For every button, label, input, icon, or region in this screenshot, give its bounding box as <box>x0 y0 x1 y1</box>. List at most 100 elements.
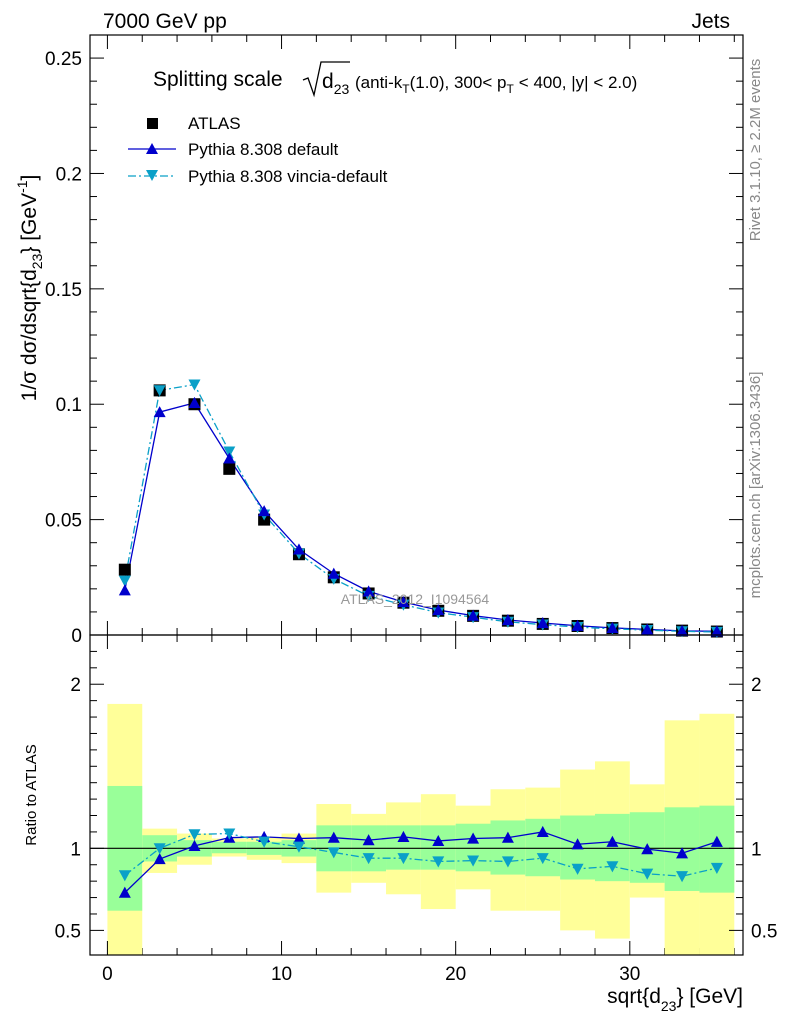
main-point-default <box>606 621 619 633</box>
main-point-default <box>397 596 410 608</box>
main-point-default <box>153 406 166 418</box>
rivet-version-label: Rivet 3.1.10, ≥ 2.2M events <box>747 59 764 242</box>
ratio-y-tick-label-left: 0.5 <box>55 921 81 942</box>
ratio-point-default <box>153 853 166 865</box>
ratio-point-default <box>536 825 549 838</box>
ratio-point-default <box>327 831 340 843</box>
ratio-point-default <box>432 834 445 847</box>
ratio-y-axis-label: Ratio to ATLAS <box>23 744 40 845</box>
x-tick-label: 20 <box>445 964 466 985</box>
main-point-default <box>571 619 584 631</box>
ratio-point-vincia <box>641 868 654 880</box>
chart-title: Splitting scale d23 (anti-kT(1.0), 300< … <box>153 61 637 98</box>
header-energy-label: 7000 GeV pp <box>103 10 227 33</box>
mcplots-label: mcplots.cern.ch [arXiv:1306.3436] <box>747 372 764 599</box>
ratio-point-default <box>118 886 131 898</box>
main-point-default <box>676 624 689 636</box>
ratio-point-default <box>641 843 654 855</box>
main-point-default <box>710 625 723 637</box>
main-point-default <box>118 584 131 596</box>
main-point-default <box>223 452 236 464</box>
main-point-default <box>292 543 305 555</box>
ratio-point-default <box>292 832 305 844</box>
legend-marker-atlas <box>147 118 158 129</box>
header-jets-label: Jets <box>691 10 730 33</box>
ratio-point-vincia <box>292 841 305 853</box>
main-point-vincia <box>188 379 201 391</box>
ratio-point-vincia <box>397 853 410 865</box>
main-line-vincia <box>124 383 717 633</box>
main-point-default <box>327 567 340 579</box>
ratio-point-vincia <box>153 843 166 855</box>
ratio-point-vincia <box>467 855 480 867</box>
ratio-line-default <box>124 831 718 894</box>
svg-text:(anti-kT(1.0), 300< pT< 400, |: (anti-kT(1.0), 300< pT < 400, |y| < 2.0) <box>355 73 637 96</box>
ratio-point-default <box>467 832 480 844</box>
ratio-point-vincia <box>223 828 236 840</box>
x-tick-label: 10 <box>271 964 292 985</box>
legend-label-vincia: Pythia 8.308 vincia-default <box>188 167 388 186</box>
main-y-tick-label: 0 <box>71 626 82 647</box>
main-point-default <box>188 396 201 408</box>
ratio-panel: 0.5 0.51 12 20 10 20 30 <box>55 35 777 985</box>
ratio-point-default <box>606 835 619 847</box>
ratio-line-vincia <box>124 832 718 877</box>
ratio-y-tick-label-right: 0.5 <box>751 921 777 942</box>
main-point-default <box>432 604 445 616</box>
main-y-tick-label: 0.2 <box>56 164 82 185</box>
main-y-tick-label: 0.05 <box>45 511 82 532</box>
ratio-point-default <box>571 838 584 850</box>
ratio-point-default <box>710 835 723 847</box>
ratio-point-default <box>188 839 201 851</box>
ratio-point-default <box>676 847 689 859</box>
legend: ATLAS Pythia 8.308 default Pythia 8.308 … <box>128 114 388 186</box>
ratio-point-default <box>501 831 514 843</box>
legend-label-atlas: ATLAS <box>188 114 241 133</box>
ratio-point-vincia <box>571 863 584 875</box>
ratio-y-tick-label-left: 2 <box>70 675 81 696</box>
main-point-default <box>536 617 549 629</box>
ratio-y-tick-label-left: 1 <box>70 839 81 860</box>
main-point-default <box>501 614 514 626</box>
ratio-panel-frame <box>89 634 744 956</box>
x-tick-label: 30 <box>619 964 640 985</box>
legend-entry-vincia: Pythia 8.308 vincia-default <box>128 167 388 186</box>
ratio-point-default <box>362 834 375 846</box>
main-point-vincia <box>223 446 236 458</box>
main-point-default <box>362 585 375 597</box>
legend-entry-default: Pythia 8.308 default <box>128 140 339 159</box>
legend-marker-default <box>146 143 158 154</box>
main-y-tick-label: 0.15 <box>45 280 82 301</box>
main-point-atlas <box>118 563 131 576</box>
main-point-atlas <box>223 462 236 475</box>
main-point-default <box>258 505 271 517</box>
ratio-point-vincia <box>327 847 340 859</box>
ratio-band-inner <box>699 805 735 893</box>
legend-entry-atlas: ATLAS <box>147 114 241 133</box>
main-y-tick-label: 0.1 <box>56 395 82 416</box>
ratio-band-inner <box>211 841 247 854</box>
ratio-point-vincia <box>536 853 549 865</box>
ratio-point-vincia <box>710 862 723 875</box>
main-y-tick-label: 0.25 <box>45 49 82 70</box>
svg-text:Splitting scale: Splitting scale <box>153 68 283 91</box>
ratio-point-vincia <box>432 856 445 868</box>
main-distribution-panel: 0 0.05 0.1 0.15 0.2 0.25 <box>45 34 744 955</box>
main-point-default <box>641 623 654 635</box>
ratio-point-vincia <box>501 856 514 868</box>
ratio-point-vincia <box>676 871 689 883</box>
ratio-point-vincia <box>258 836 271 848</box>
analysis-watermark: ATLAS_2012_I1094564 <box>341 591 490 607</box>
legend-label-default: Pythia 8.308 default <box>188 140 339 159</box>
ratio-y-tick-label-right: 1 <box>751 839 762 860</box>
ratio-point-vincia <box>362 853 375 865</box>
ratio-point-vincia <box>118 870 131 882</box>
svg-text:d23: d23 <box>322 70 349 97</box>
x-axis-label: sqrt{d23} [GeV] <box>607 985 743 1014</box>
ratio-point-default <box>397 830 410 842</box>
x-tick-label: 0 <box>102 964 113 985</box>
main-point-default <box>467 609 480 621</box>
legend-marker-vincia <box>146 170 158 181</box>
main-point-vincia <box>118 575 131 587</box>
